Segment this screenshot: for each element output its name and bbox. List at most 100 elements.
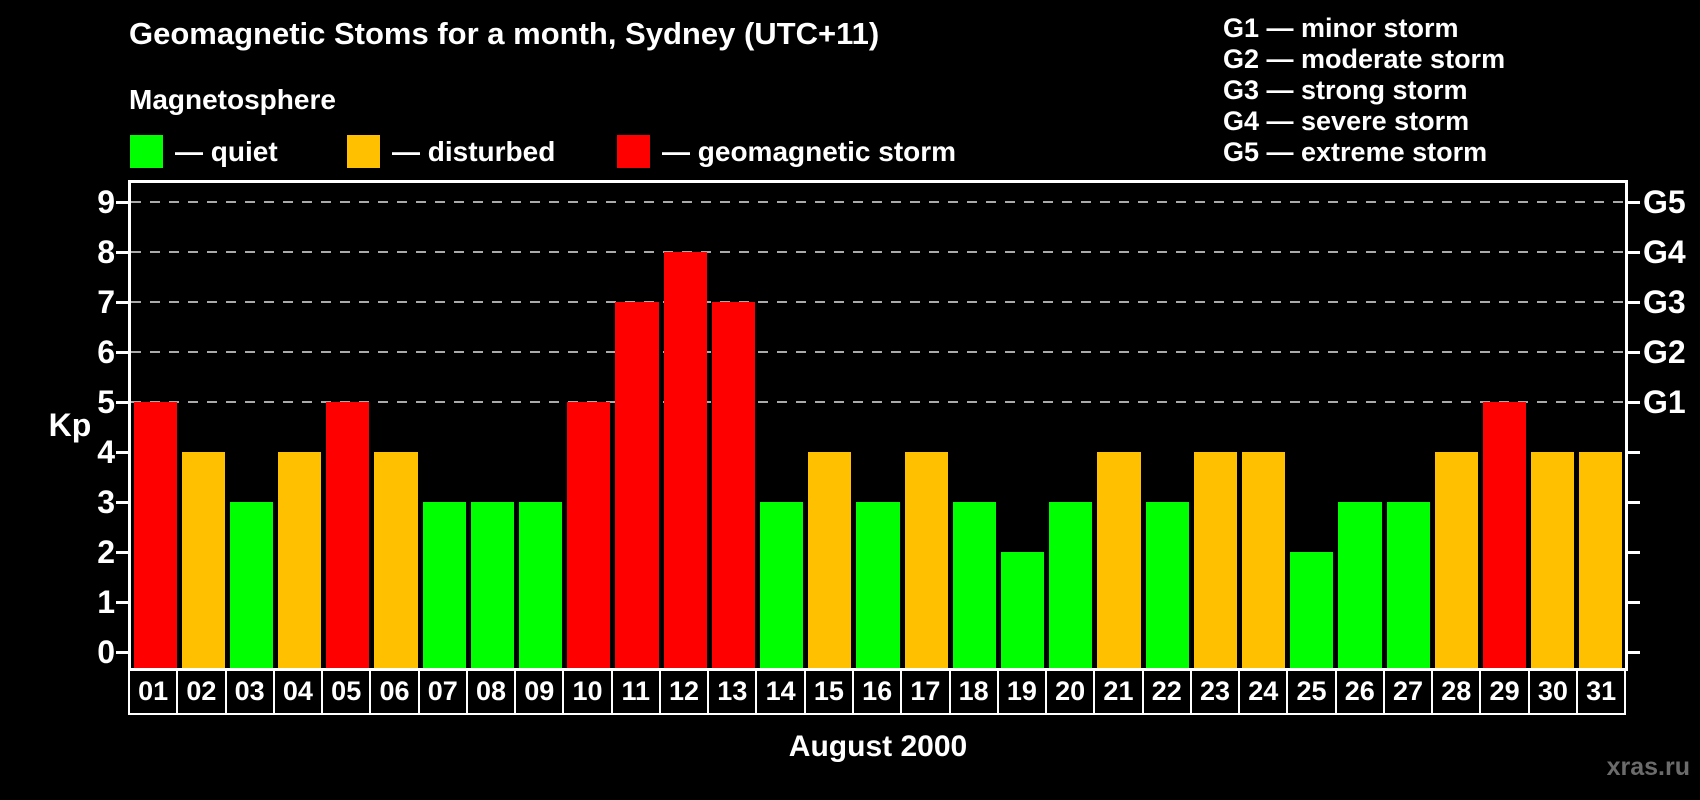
g-scale-label-G3: G3: [1643, 284, 1686, 320]
y-tick-label-4: 4: [97, 434, 115, 470]
x-axis-title: August 2000: [788, 730, 968, 763]
x-label-cell-09: 09: [514, 668, 565, 715]
bar-day-18: [952, 502, 996, 668]
x-label-cell-01: 01: [128, 668, 179, 715]
left-axis-tick-5: [116, 400, 128, 404]
right-axis-tick-0: [1628, 650, 1640, 654]
g-scale-label-G2: G2: [1643, 334, 1686, 370]
x-label-cell-07: 07: [417, 668, 468, 715]
bar-day-31: [1579, 452, 1623, 668]
bar-day-28: [1434, 452, 1478, 668]
right-axis-tick-5: [1628, 400, 1640, 404]
legend-label-quiet: — quiet: [175, 136, 278, 167]
bar-day-15: [808, 452, 852, 668]
bar-day-25: [1290, 552, 1334, 668]
gridline-kp-6: [131, 351, 1625, 353]
x-label-cell-10: 10: [562, 668, 613, 715]
plot-area: [116, 180, 1640, 671]
bar-day-12: [663, 252, 707, 668]
x-label-cell-21: 21: [1093, 668, 1144, 715]
x-label-cell-25: 25: [1286, 668, 1337, 715]
bar-day-01: [133, 402, 177, 668]
watermark: xras.ru: [1606, 753, 1690, 781]
g-scale-label-G1: G1: [1643, 384, 1686, 420]
magnetosphere-legend-title: Magnetosphere: [129, 84, 336, 115]
right-axis-tick-6: [1628, 350, 1640, 354]
right-axis-tick-2: [1628, 550, 1640, 554]
y-tick-label-5: 5: [97, 384, 115, 420]
bar-day-24: [1241, 452, 1286, 668]
bar-day-02: [181, 452, 225, 668]
x-label-cell-19: 19: [996, 668, 1048, 715]
x-label-cell-11: 11: [610, 668, 661, 715]
x-label-cell-30: 30: [1527, 668, 1578, 715]
bar-day-05: [326, 402, 370, 668]
x-label-cell-08: 08: [465, 668, 517, 715]
left-axis-tick-3: [116, 500, 128, 504]
bar-day-04: [278, 452, 322, 668]
bar-day-08: [470, 502, 515, 668]
right-axis-tick-1: [1628, 600, 1640, 604]
bar-day-07: [422, 502, 466, 668]
bar-day-23: [1193, 452, 1237, 668]
bar-day-13: [711, 302, 755, 668]
x-axis-day-labels: 01 02 03 04 05 06 07 08 09 10 11 12 13 14 15 16 17 18 19 20…: [128, 668, 1627, 715]
x-label-cell-23: 23: [1189, 668, 1241, 715]
bar-day-14: [760, 502, 804, 668]
left-axis-tick-6: [116, 350, 128, 354]
x-label-cell-05: 05: [321, 668, 372, 715]
legend-swatch-quiet: [130, 135, 163, 168]
y-tick-label-9: 9: [97, 184, 115, 220]
gridline-kp-8: [131, 251, 1625, 253]
storm-scale-legend: G1 — minor storm G2 — moderate storm G3 — …: [1223, 13, 1505, 168]
left-axis-tick-0: [116, 650, 128, 654]
bar-day-19: [1000, 552, 1045, 668]
storm-scale-line-4: G4 — severe storm: [1223, 106, 1470, 136]
y-tick-label-7: 7: [97, 284, 115, 320]
x-label-cell-17: 17: [900, 668, 951, 715]
storm-scale-line-5: G5 — extreme storm: [1223, 137, 1488, 167]
x-label-cell-06: 06: [369, 668, 420, 715]
left-axis-tick-9: [116, 200, 128, 204]
bar-day-06: [374, 452, 418, 668]
gridline-kp-5: [131, 401, 1625, 403]
bar-day-29: [1482, 402, 1527, 668]
right-axis-tick-9: [1628, 200, 1640, 204]
x-label-cell-27: 27: [1382, 668, 1434, 715]
legend-label-storm: — geomagnetic storm: [662, 136, 957, 167]
y-axis-title: Kp: [48, 407, 92, 443]
x-label-cell-13: 13: [707, 668, 758, 715]
bar-day-30: [1531, 452, 1575, 668]
bar-day-11: [615, 302, 659, 668]
x-label-cell-28: 28: [1431, 668, 1482, 715]
x-label-cell-20: 20: [1045, 668, 1096, 715]
x-label-cell-26: 26: [1334, 668, 1385, 715]
bar-day-17: [904, 452, 948, 668]
x-label-cell-22: 22: [1141, 668, 1192, 715]
y-tick-label-6: 6: [97, 334, 115, 370]
left-axis-tick-1: [116, 600, 128, 604]
storm-scale-line-1: G1 — minor storm: [1223, 13, 1459, 43]
storm-scale-line-2: G2 — moderate storm: [1223, 44, 1506, 74]
legend-swatch-disturbed: [347, 135, 380, 168]
left-axis-tick-2: [116, 550, 128, 554]
legend-swatch-storm: [617, 135, 650, 168]
x-label-cell-29: 29: [1479, 668, 1530, 715]
left-axis-tick-8: [116, 250, 128, 254]
x-label-cell-04: 04: [272, 668, 324, 715]
gridline-kp-7: [131, 301, 1625, 303]
right-axis-tick-3: [1628, 500, 1640, 504]
g-scale-label-G4: G4: [1643, 234, 1686, 270]
bar-day-27: [1386, 502, 1430, 668]
x-label-cell-14: 14: [755, 668, 806, 715]
x-label-cell-03: 03: [224, 668, 275, 715]
left-axis-tick-4: [116, 450, 128, 454]
right-axis-tick-7: [1628, 300, 1640, 304]
chart-title: Geomagnetic Stoms for a month, Sydney (U…: [129, 16, 880, 51]
y-tick-label-8: 8: [97, 234, 115, 270]
bar-day-20: [1049, 502, 1093, 668]
x-label-cell-24: 24: [1238, 668, 1289, 715]
y-tick-label-3: 3: [97, 484, 115, 520]
x-label-cell-02: 02: [176, 668, 227, 715]
